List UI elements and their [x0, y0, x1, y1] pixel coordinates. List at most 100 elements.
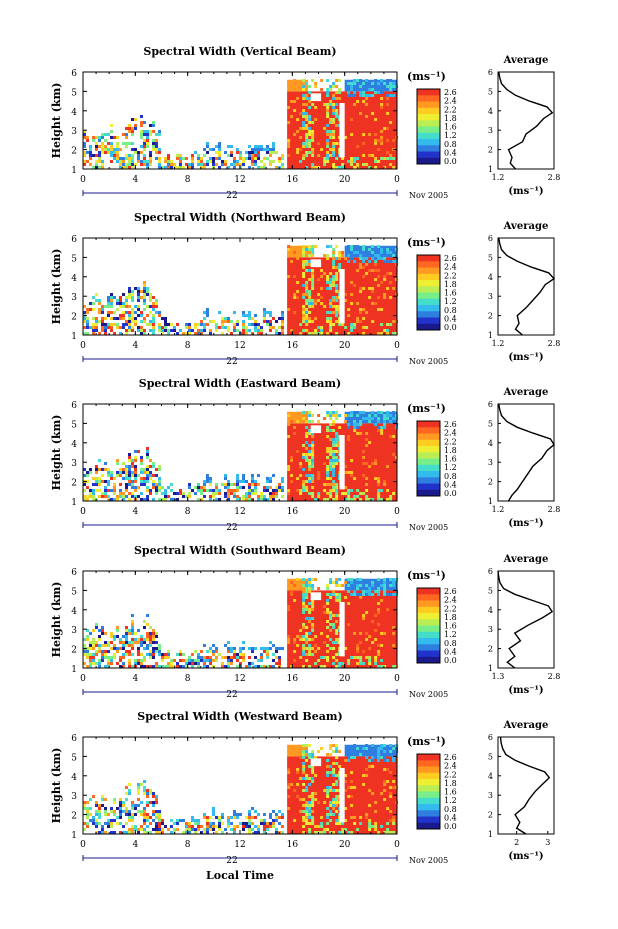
- heatmap-cell: [371, 756, 375, 759]
- heatmap-cell: [368, 417, 372, 420]
- heatmap-cell: [308, 611, 312, 614]
- heatmap-cell: [134, 632, 137, 635]
- heatmap-cell: [158, 813, 161, 816]
- heatmap-cell: [83, 650, 86, 653]
- average-y-tick-label: 2: [488, 811, 493, 820]
- heatmap-cell: [278, 489, 281, 492]
- heatmap-cell: [209, 659, 212, 662]
- heatmap-cell: [365, 483, 369, 486]
- heatmap-cell: [128, 453, 131, 456]
- heatmap-cell: [182, 332, 185, 335]
- heatmap-cell: [110, 659, 113, 662]
- heatmap-cell: [116, 471, 119, 474]
- heatmap-cell: [176, 492, 179, 495]
- heatmap-cell: [239, 163, 242, 166]
- heatmap-cell: [113, 819, 116, 822]
- heatmap-cell: [293, 432, 297, 435]
- heatmap-cell: [143, 142, 146, 145]
- heatmap-cell: [140, 471, 143, 474]
- heatmap-cell: [314, 166, 318, 169]
- heatmap-cell: [368, 828, 372, 831]
- heatmap-cell: [389, 771, 393, 774]
- heatmap-cell: [146, 495, 149, 498]
- average-title: Average: [503, 554, 549, 565]
- heatmap-cell: [308, 115, 312, 118]
- heatmap-cell: [194, 326, 197, 329]
- heatmap-cell: [272, 665, 275, 668]
- heatmap-cell: [389, 414, 393, 417]
- heatmap-cell: [299, 629, 303, 632]
- heatmap-cell: [377, 269, 381, 272]
- y-tick-label: 6: [71, 69, 77, 79]
- heatmap-cell: [98, 831, 101, 834]
- heatmap-cell: [272, 822, 275, 825]
- heatmap-cell: [125, 653, 128, 656]
- heatmap-cell: [350, 414, 354, 417]
- heatmap-cell: [176, 166, 179, 169]
- heatmap-cell: [215, 656, 218, 659]
- heatmap-cell: [380, 644, 384, 647]
- heatmap-cell: [251, 498, 254, 501]
- heatmap-cell: [227, 665, 230, 668]
- heatmap-cell: [353, 254, 357, 257]
- heatmap-cell: [347, 308, 351, 311]
- heatmap-cell: [206, 650, 209, 653]
- heatmap-cell: [152, 819, 155, 822]
- heatmap-cell: [155, 795, 158, 798]
- heatmap-cell: [137, 157, 140, 160]
- heatmap-cell: [326, 828, 330, 831]
- heatmap-cell: [188, 486, 191, 489]
- heatmap-cell: [380, 308, 384, 311]
- heatmap-cell: [308, 151, 312, 154]
- heatmap-cell: [209, 828, 212, 831]
- heatmap-cell: [92, 638, 95, 641]
- heatmap-cell: [110, 151, 113, 154]
- heatmap-cell: [332, 281, 336, 284]
- heatmap-cell: [362, 650, 366, 653]
- heatmap-cell: [305, 653, 309, 656]
- heatmap-cell: [380, 659, 384, 662]
- heatmap-cell: [140, 653, 143, 656]
- heatmap-cell: [86, 807, 89, 810]
- y-tick-label: 4: [71, 773, 77, 783]
- heatmap-cell: [206, 480, 209, 483]
- heatmap-cell: [233, 329, 236, 332]
- heatmap-cell: [263, 148, 266, 151]
- colorbar-tick-label: 2.6: [444, 420, 457, 429]
- heatmap-cell: [386, 79, 390, 82]
- heatmap-cell: [374, 91, 378, 94]
- heatmap-cell: [356, 317, 360, 320]
- heatmap-cell: [305, 248, 309, 251]
- heatmap-cell: [86, 323, 89, 326]
- heatmap-cell: [278, 157, 281, 160]
- heatmap-cell: [131, 816, 134, 819]
- heatmap-cell: [98, 477, 101, 480]
- heatmap-cell: [110, 641, 113, 644]
- heatmap-cell: [311, 287, 315, 290]
- heatmap-cell: [386, 411, 390, 414]
- heatmap-cell: [134, 124, 137, 127]
- heatmap-cell: [281, 831, 284, 834]
- heatmap-cell: [365, 813, 369, 816]
- heatmap-cell: [128, 831, 131, 834]
- heatmap-cell: [218, 822, 221, 825]
- heatmap-cell: [248, 498, 251, 501]
- heatmap-cell: [275, 486, 278, 489]
- heatmap-cell: [359, 423, 363, 426]
- heatmap-cell: [374, 801, 378, 804]
- heatmap-cell: [365, 420, 369, 423]
- heatmap-cell: [305, 311, 309, 314]
- heatmap-cell: [353, 260, 357, 263]
- heatmap-cell: [230, 822, 233, 825]
- heatmap-cell: [362, 100, 366, 103]
- heatmap-cell: [242, 157, 245, 160]
- heatmap-cell: [83, 311, 86, 314]
- heatmap-cell: [191, 157, 194, 160]
- heatmap-cell: [218, 326, 221, 329]
- heatmap-cell: [302, 626, 306, 629]
- heatmap-cell: [143, 792, 146, 795]
- heatmap-cell: [209, 489, 212, 492]
- heatmap-cell: [329, 450, 333, 453]
- heatmap-cell: [89, 798, 92, 801]
- heatmap-cell: [125, 632, 128, 635]
